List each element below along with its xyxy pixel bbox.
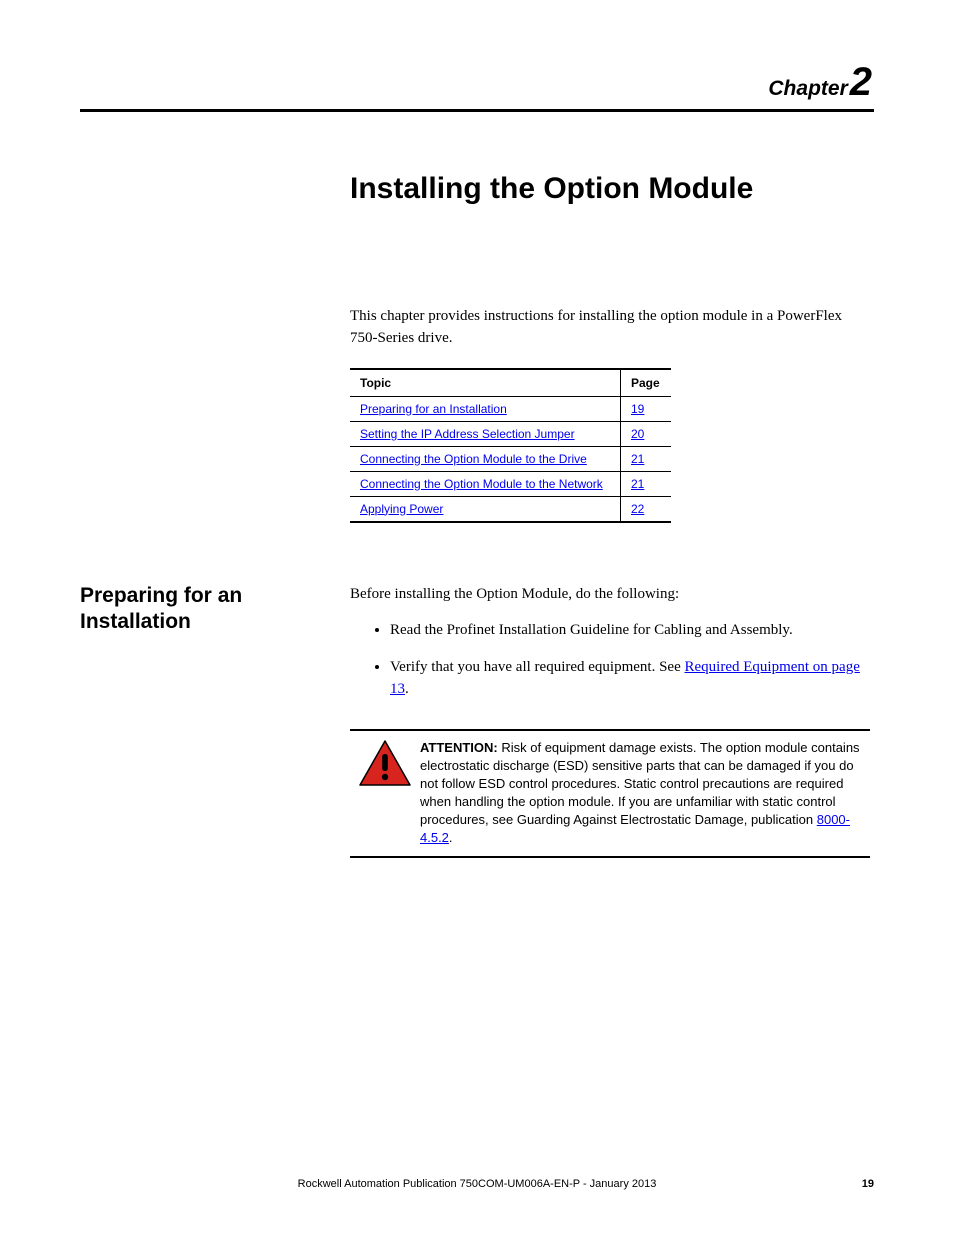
chapter-header: Chapter2 — [80, 60, 874, 105]
attention-icon — [358, 739, 412, 787]
topic-link[interactable]: Setting the IP Address Selection Jumper — [360, 427, 575, 441]
chapter-label: Chapter — [768, 77, 847, 100]
page-link[interactable]: 19 — [631, 402, 644, 416]
table-row: Preparing for an Installation 19 — [350, 396, 671, 421]
bullet-text-suffix: . — [405, 681, 409, 697]
attention-body-after: . — [449, 830, 453, 845]
table-header-page: Page — [621, 369, 671, 397]
topic-link[interactable]: Preparing for an Installation — [360, 402, 507, 416]
topic-link[interactable]: Connecting the Option Module to the Driv… — [360, 452, 587, 466]
page-link[interactable]: 22 — [631, 502, 644, 516]
table-header-row: Topic Page — [350, 369, 671, 397]
table-row: Applying Power 22 — [350, 496, 671, 522]
page-title: Installing the Option Module — [350, 172, 874, 206]
topic-link[interactable]: Applying Power — [360, 502, 443, 516]
footer-text: Rockwell Automation Publication 750COM-U… — [298, 1178, 657, 1190]
attention-box: ATTENTION: Risk of equipment damage exis… — [350, 729, 870, 858]
list-item: Verify that you have all required equipm… — [390, 656, 870, 701]
top-rule — [80, 109, 874, 112]
chapter-number: 2 — [850, 60, 872, 104]
table-row: Connecting the Option Module to the Netw… — [350, 471, 671, 496]
section-body: Before installing the Option Module, do … — [350, 583, 870, 715]
intro-paragraph: This chapter provides instructions for i… — [350, 306, 870, 350]
section-heading: Preparing for an Installation — [80, 583, 350, 636]
list-item: Read the Profinet Installation Guideline… — [390, 619, 870, 642]
topic-table: Topic Page Preparing for an Installation… — [350, 368, 671, 523]
table-header-topic: Topic — [350, 369, 620, 397]
bullet-text-prefix: Verify that you have all required equipm… — [390, 659, 685, 675]
page-link[interactable]: 21 — [631, 452, 644, 466]
attention-label: ATTENTION: — [420, 740, 498, 755]
bullet-list: Read the Profinet Installation Guideline… — [350, 619, 870, 701]
attention-text: ATTENTION: Risk of equipment damage exis… — [420, 737, 870, 850]
page-footer: Rockwell Automation Publication 750COM-U… — [80, 1178, 874, 1190]
table-row: Setting the IP Address Selection Jumper … — [350, 421, 671, 446]
section-lead: Before installing the Option Module, do … — [350, 583, 870, 606]
topic-link[interactable]: Connecting the Option Module to the Netw… — [360, 477, 603, 491]
page-link[interactable]: 21 — [631, 477, 644, 491]
page-link[interactable]: 20 — [631, 427, 644, 441]
table-row: Connecting the Option Module to the Driv… — [350, 446, 671, 471]
footer-page-number: 19 — [862, 1178, 874, 1190]
